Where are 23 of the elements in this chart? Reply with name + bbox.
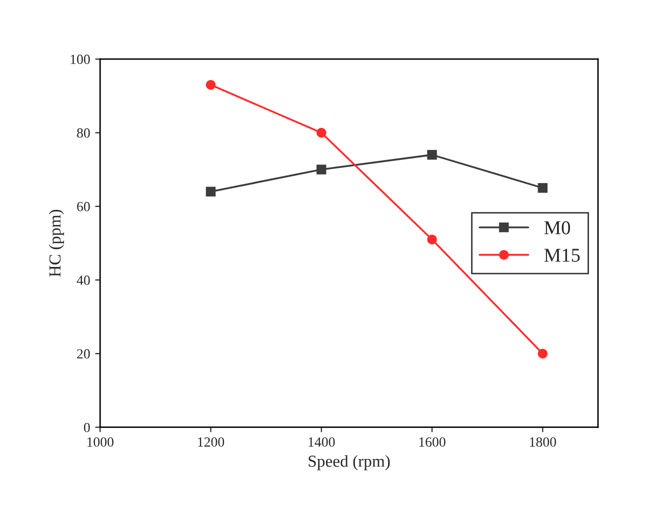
point (206, 80, 216, 90)
point (427, 150, 437, 160)
y-tick-label: 60 (77, 202, 90, 212)
point (538, 348, 548, 358)
point (538, 183, 548, 193)
point (427, 234, 437, 244)
legend-label: M15 (544, 248, 580, 262)
y-tick-label: 40 (76, 276, 90, 285)
point (316, 128, 326, 138)
point (206, 186, 216, 196)
y-tick-label: 80 (77, 128, 90, 138)
x-tick-label: 1800 (530, 437, 556, 447)
x-tick-label: 1600 (419, 437, 446, 447)
y-axis-title: HC (ppm) (48, 210, 64, 277)
y-tick-label: 20 (77, 349, 90, 359)
y-tick-label: 0 (84, 422, 90, 432)
point (316, 164, 326, 174)
x-tick-label: 1000 (87, 437, 114, 447)
x-tick-label: 1200 (198, 437, 224, 447)
legend-label: M0 (544, 221, 570, 234)
x-tick-label: 1400 (308, 437, 335, 447)
y-tick-label: 100 (70, 54, 90, 64)
x-axis-title: Speed (rpm) (308, 455, 390, 470)
